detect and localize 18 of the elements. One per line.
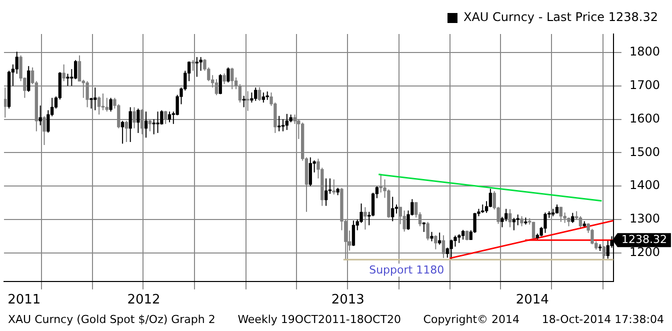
- annotation: Support 1180: [369, 264, 444, 277]
- text: Weekly 19OCT2011-18OCT20: [238, 313, 401, 326]
- text: XAU Curncy (Gold Spot $/Oz) Graph 2: [8, 313, 216, 326]
- y-tick-label: 1500: [629, 144, 660, 159]
- x-tick-label: 2011: [8, 292, 41, 308]
- y-tick-label: 1300: [629, 212, 660, 226]
- x-tick-label: 2013: [331, 292, 364, 308]
- legend-label: XAU Curncy - Last Price 1238.32: [463, 10, 658, 24]
- y-tick-label: 1400: [629, 178, 660, 192]
- y-tick-label: 1200: [629, 245, 660, 260]
- y-tick-label: 1800: [629, 44, 660, 59]
- y-tick-label: 1700: [629, 78, 660, 92]
- annotation: 1238.32: [621, 233, 667, 246]
- text: Copyright© 2014: [423, 313, 520, 326]
- text: 18-Oct-2014 17:38:04: [542, 313, 664, 326]
- x-tick-label: 2012: [127, 292, 160, 308]
- x-tick-label: 2014: [516, 292, 549, 308]
- y-tick-label: 1600: [629, 111, 660, 126]
